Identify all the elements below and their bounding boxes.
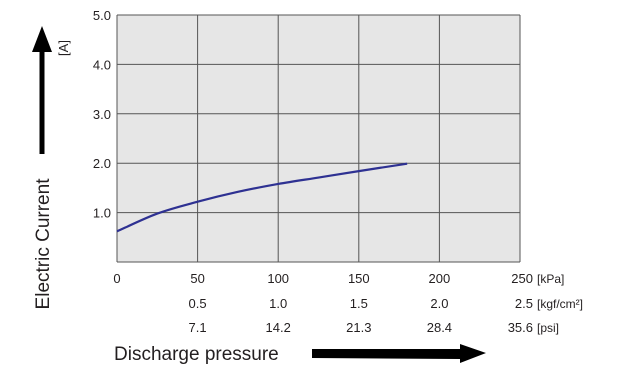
y-tick-label: 5.0 xyxy=(93,8,111,23)
x-axis-arrow xyxy=(312,344,486,363)
plot-area xyxy=(117,15,520,262)
x-tick-label: 35.6 xyxy=(508,320,533,335)
x-tick-label: 1.0 xyxy=(269,296,287,311)
x-tick-label: 28.4 xyxy=(427,320,452,335)
series-layer xyxy=(116,162,408,233)
x-axis-unit: [psi] xyxy=(537,321,559,335)
x-tick-label: 21.3 xyxy=(346,320,371,335)
x-tick-label: 0.5 xyxy=(189,296,207,311)
x-tick-labels: 0 50 100 150 200 250 [kPa] 0.5 1.0 1.5 2.0 2.5 [kgf/… xyxy=(113,271,583,335)
x-tick-label: 250 xyxy=(511,271,533,286)
x-tick-label: 7.1 xyxy=(189,320,207,335)
y-tick-label: 1.0 xyxy=(93,206,111,221)
y-axis-unit: [A] xyxy=(56,40,71,56)
y-axis-label: Electric Current xyxy=(33,178,54,310)
x-axis-unit: [kPa] xyxy=(537,272,564,286)
x-tick-label: 2.5 xyxy=(515,296,533,311)
x-tick-label: 0 xyxy=(113,271,120,286)
x-tick-label: 100 xyxy=(267,271,289,286)
x-tick-label: 2.0 xyxy=(430,296,448,311)
y-tick-labels: 1.0 2.0 3.0 4.0 5.0 xyxy=(93,8,111,221)
x-tick-label: 200 xyxy=(429,271,451,286)
x-tick-label: 150 xyxy=(348,271,370,286)
y-tick-label: 3.0 xyxy=(93,107,111,122)
y-tick-label: 4.0 xyxy=(93,57,111,72)
series-line xyxy=(116,162,408,233)
x-tick-label: 14.2 xyxy=(266,320,291,335)
y-axis-arrow xyxy=(32,26,52,154)
x-tick-label: 50 xyxy=(190,271,204,286)
x-axis-unit: [kgf/cm²] xyxy=(537,297,583,311)
grid xyxy=(116,14,521,263)
plot-background xyxy=(117,15,520,262)
x-tick-label: 1.5 xyxy=(350,296,368,311)
y-tick-label: 2.0 xyxy=(93,156,111,171)
x-axis-label: Discharge pressure xyxy=(114,344,279,365)
